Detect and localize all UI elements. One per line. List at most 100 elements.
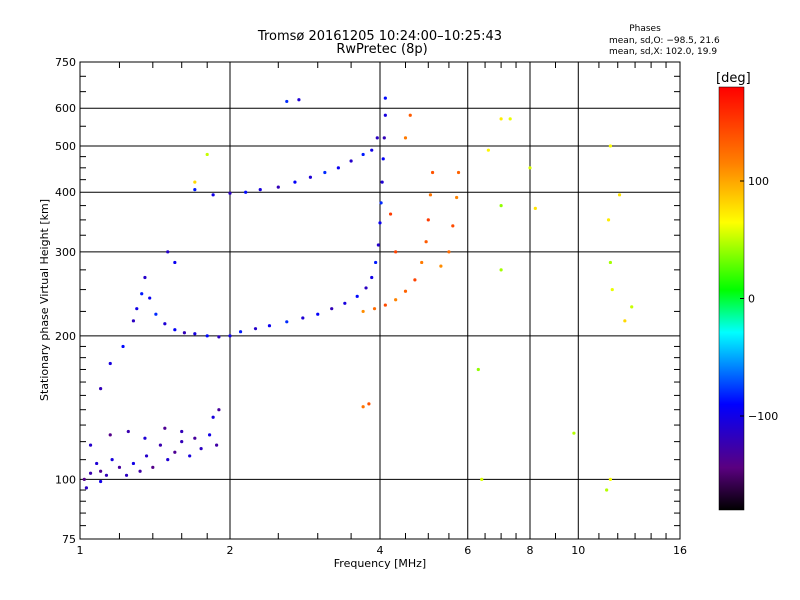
data-point [403,136,408,140]
data-point [367,402,371,406]
data-point [499,203,503,208]
data-point [154,312,158,316]
chart-title: Tromsø 20161205 10:24:00–10:25:43 [257,29,502,44]
data-point [382,136,386,140]
data-point [361,405,365,409]
y-tick-label: 500 [55,140,76,153]
data-point [408,113,412,117]
colorbar-label: [deg] [716,71,751,86]
data-point [193,188,197,192]
data-point [99,479,103,484]
data-point [476,367,480,372]
data-point [336,166,340,170]
data-point [158,443,163,447]
data-point [572,431,576,435]
data-point [499,117,503,121]
data-point [108,433,112,437]
data-point [439,264,443,268]
data-point [361,309,365,314]
data-point [316,312,320,316]
data-point [108,361,112,366]
data-point [205,334,209,338]
data-point [608,260,613,265]
data-point [608,477,613,482]
data-point [217,408,221,412]
data-point [455,195,459,200]
data-point [110,458,114,462]
data-point [308,175,313,179]
data-point [193,436,197,440]
colorbar-ticks: 100 0 −100 [740,175,778,423]
data-point [323,170,327,175]
data-point [376,243,380,247]
data-point [99,469,103,473]
data-point [173,260,177,265]
data-point [193,180,197,184]
data-point [424,240,428,244]
data-point [623,319,627,323]
data-point [84,486,88,490]
x-tick-label: 8 [527,544,534,557]
data-point [244,190,248,194]
colorbar-tick-label: 100 [748,175,769,188]
data-point [403,289,408,293]
colorbar-tick-label: 0 [748,293,755,306]
data-point [148,296,152,300]
data-point [140,292,144,296]
data-point [451,224,455,228]
data-point [193,332,197,336]
data-point [388,212,393,216]
data-point [610,287,614,292]
y-tick-label: 600 [55,102,76,115]
data-point [135,307,139,311]
y-tick-label: 200 [55,330,76,343]
x-tick-label: 4 [377,544,384,557]
data-point [253,327,258,331]
data-point [258,188,262,192]
data-point [151,465,155,469]
data-point [370,275,374,280]
data-point [293,180,297,184]
x-tick-label: 2 [227,544,234,557]
data-point [383,96,387,100]
data-point [182,331,186,335]
data-point [173,328,177,332]
data-point [180,429,184,434]
data-point [166,458,170,462]
data-point [480,477,484,482]
data-point [420,260,424,265]
legend-title: Phases [629,24,661,34]
data-point [143,275,147,280]
data-point [330,307,334,311]
data-point [605,488,609,492]
data-point [383,303,387,307]
data-point [267,324,272,328]
data-point [205,152,209,157]
data-point [131,319,136,323]
data-point [163,322,167,326]
data-point [630,305,634,309]
data-point [528,166,532,170]
data-point [173,450,177,454]
data-point [126,429,130,434]
data-point [276,185,280,189]
chart-subtitle: RwPretec (8p) [336,42,427,57]
data-point [364,286,368,290]
data-point [486,148,490,152]
data-point [238,330,243,334]
colorbar-tick-label: −100 [748,410,778,423]
data-point [413,278,417,282]
data-point [285,320,289,324]
phases-legend: Phases mean, sd,O: −98.5, 21.6 mean, sd,… [609,24,720,57]
data-point [617,193,622,197]
data-point [144,454,149,458]
axis-ticks: 1 2 4 6 8 10 16 75 100 200 300 400 500 600 750 [55,56,687,557]
y-tick-label: 750 [55,56,76,69]
y-tick-label: 75 [62,533,76,546]
data-point [370,148,374,152]
data-point [428,193,433,197]
data-point [166,250,170,254]
legend-line-x: mean, sd,X: 102.0, 19.9 [609,47,717,57]
data-point [349,159,353,163]
data-point [82,477,86,482]
